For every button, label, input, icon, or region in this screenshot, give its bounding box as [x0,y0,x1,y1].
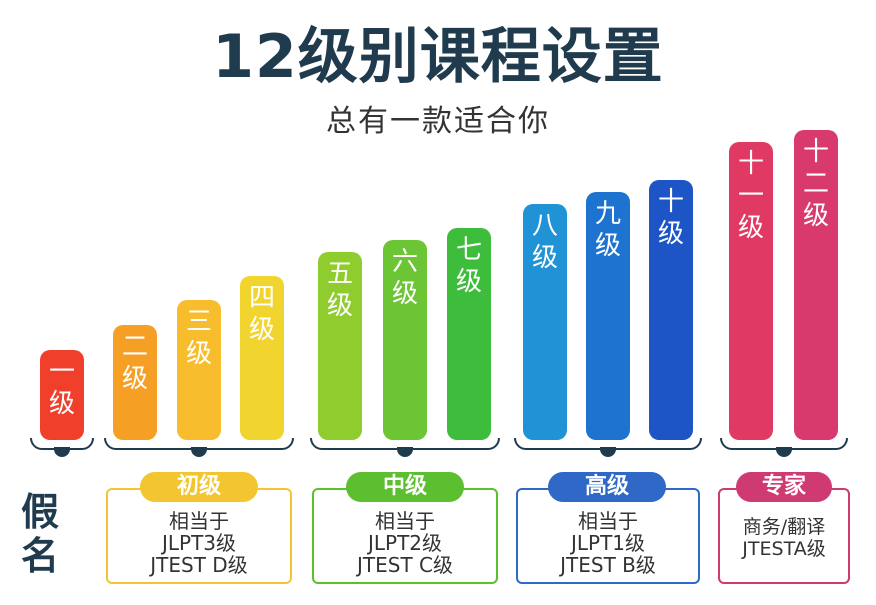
level-bar-11: 十 一 级 [729,142,773,440]
brace-tip [54,447,70,457]
group-box-advanced: 相当于 JLPT1级 JTEST B级 [516,488,700,584]
group-box-beginner: 相当于 JLPT3级 JTEST D级 [106,488,292,584]
brace-tip [600,447,616,457]
bar-label-char: 三 [185,307,212,337]
bar-label-char: 五 [326,259,353,289]
level-bar-7: 七 级 [447,228,491,440]
group-line: JTEST D级 [150,553,248,577]
page-subtitle: 总有一款适合你 [326,104,550,139]
bar-label-char: 级 [737,213,764,243]
group-line: JTEST C级 [357,553,453,577]
level-bar-3: 三 级 [177,300,221,440]
group-line: JTEST B级 [560,553,656,577]
bar-label-char: 六 [391,247,418,277]
bar-label-char: 级 [594,231,621,261]
level-bar-4: 四 级 [240,276,284,440]
group-line: 相当于 [375,509,435,533]
level-bar-5: 五 级 [318,252,362,440]
group-line: JLPT2级 [367,531,443,555]
group-pill-intermediate: 中级 [346,472,464,502]
group-line: JLPT1级 [570,531,646,555]
level-bar-8: 八 级 [523,204,567,440]
bar-label-char: 二 [802,169,829,199]
group-pill-expert: 专家 [736,472,832,502]
bar-label-char: 级 [455,267,482,297]
bar-label-char: 级 [248,315,275,345]
side-label-char: 假 [20,490,59,534]
bar-label-char: 一 [48,357,75,387]
bar-label-char: 七 [455,235,482,265]
bar-label-char: 一 [737,181,764,211]
page-title: 12级别课程设置 [212,22,664,92]
group-line: 相当于 [169,509,229,533]
level-bar-6: 六 级 [383,240,427,440]
brace-tip [776,447,792,457]
bar-label-char: 十 [802,137,829,167]
bar-label-char: 级 [531,243,558,273]
group-line: 商务/翻译 [742,516,826,538]
side-label-char: 名 [20,534,59,578]
bar-label-char: 级 [326,291,353,321]
bar-label-char: 十 [657,187,684,217]
level-bar-10: 十 级 [649,180,693,440]
bar-label-char: 二 [121,332,148,362]
group-line: JTESTA级 [742,538,826,560]
level-bar-12: 十 二 级 [794,130,838,440]
bar-label-char: 八 [531,211,558,241]
group-box-expert: 商务/翻译 JTESTA级 [718,488,850,584]
bar-label-char: 级 [391,279,418,309]
group-pill-advanced: 高级 [548,472,666,502]
bar-label-char: 九 [594,199,621,229]
bar-label-char: 级 [657,219,684,249]
brace-tip [191,447,207,457]
bar-label-char: 级 [185,339,212,369]
level-bar-9: 九 级 [586,192,630,440]
bar-label-char: 级 [48,389,75,419]
bar-label-char: 级 [802,201,829,231]
bar-label-char: 十 [737,149,764,179]
group-line: 相当于 [578,509,638,533]
group-line: JLPT3级 [161,531,237,555]
kana-side-label: 假 名 [18,490,62,578]
group-pill-beginner: 初级 [140,472,258,502]
group-box-intermediate: 相当于 JLPT2级 JTEST C级 [312,488,498,584]
brace-tip [397,447,413,457]
bar-label-char: 四 [248,283,275,313]
bar-label-char: 级 [121,364,148,394]
level-bar-1: 一 级 [40,350,84,440]
level-bar-2: 二 级 [113,325,157,440]
